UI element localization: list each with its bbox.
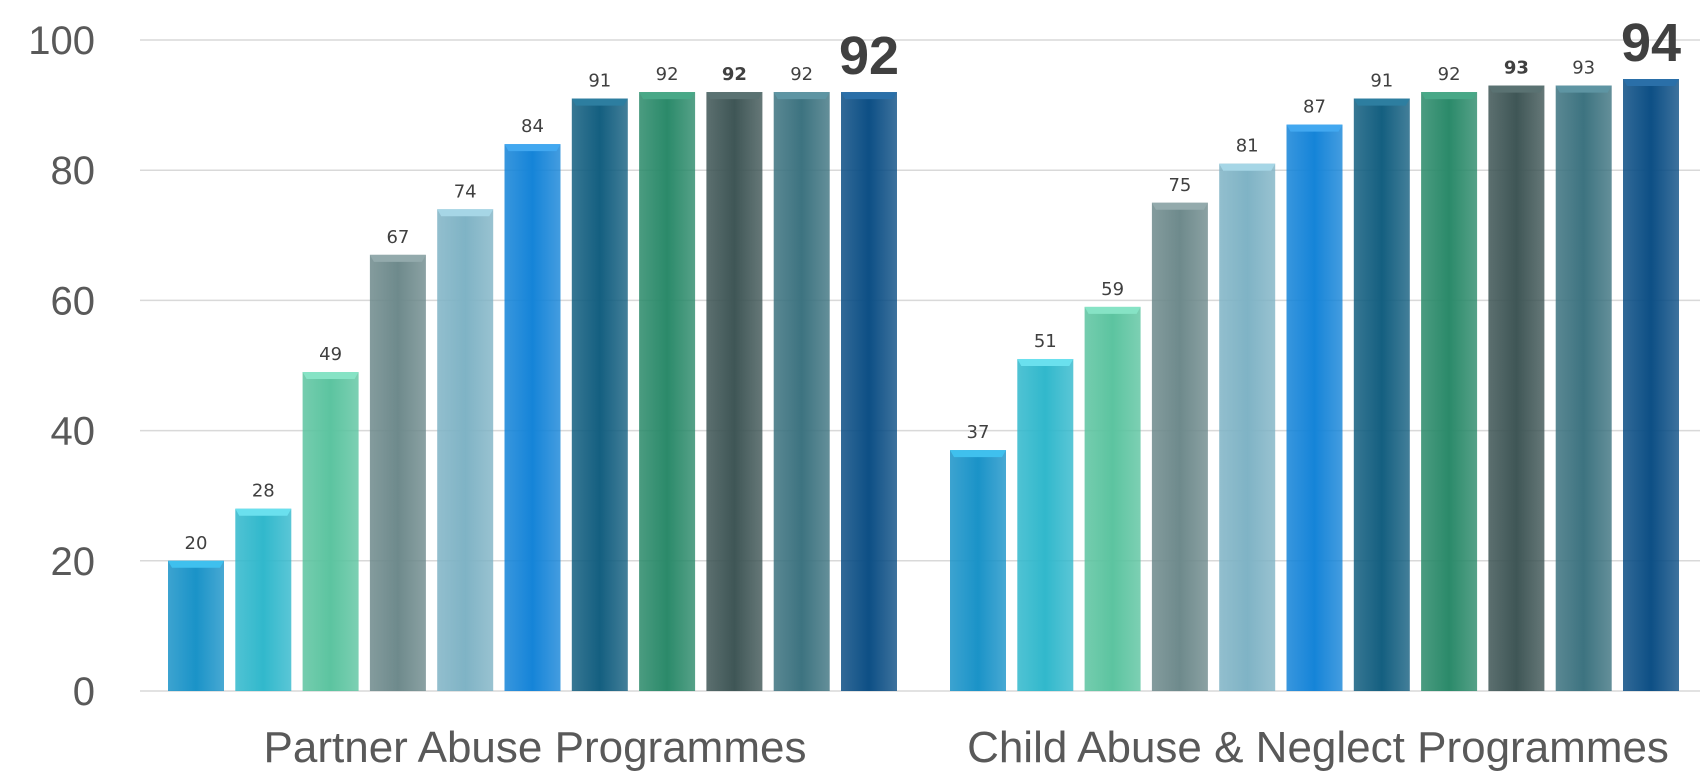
data-label: 91 xyxy=(1370,71,1393,92)
bar xyxy=(773,92,830,691)
bar-top-bevel xyxy=(706,92,763,100)
data-label: 20 xyxy=(185,533,208,554)
y-tick-label: 60 xyxy=(51,279,96,323)
bar-top-bevel xyxy=(1623,79,1679,87)
bar-top-bevel xyxy=(950,450,1006,458)
data-label: 92 xyxy=(1438,64,1461,85)
bar-top-bevel xyxy=(571,98,628,106)
bar-top-bevel xyxy=(1421,92,1478,100)
bar-top-bevel xyxy=(437,209,494,217)
bar xyxy=(1353,98,1410,692)
data-label: 81 xyxy=(1236,136,1259,157)
bar-top-bevel xyxy=(235,508,292,516)
bar xyxy=(706,92,763,691)
data-label: 87 xyxy=(1303,97,1326,118)
bar xyxy=(571,98,628,692)
data-label: 49 xyxy=(319,344,342,365)
bar xyxy=(302,372,359,691)
data-label: 28 xyxy=(252,481,275,502)
y-tick-label: 20 xyxy=(51,540,96,584)
bars xyxy=(168,79,1679,692)
bar xyxy=(369,254,426,691)
data-label: 92 xyxy=(722,64,747,85)
bar-top-bevel xyxy=(168,560,224,568)
bar xyxy=(950,450,1006,691)
bar xyxy=(841,92,897,691)
y-tick-label: 100 xyxy=(28,19,95,63)
bar-top-bevel xyxy=(841,92,897,100)
category-labels: Partner Abuse Programmes Child Abuse & Ne… xyxy=(264,723,1669,772)
bar-top-bevel xyxy=(1488,85,1545,93)
bar xyxy=(168,560,224,691)
bar xyxy=(1421,92,1478,691)
y-tick-label: 0 xyxy=(73,670,95,714)
bar xyxy=(1555,85,1612,691)
bar-top-bevel xyxy=(773,92,830,100)
bar xyxy=(1488,85,1545,691)
data-label: 51 xyxy=(1034,331,1057,352)
y-tick-label: 80 xyxy=(51,149,96,193)
data-label: 92 xyxy=(839,26,899,86)
data-label: 84 xyxy=(521,116,544,137)
y-axis-ticks: 0 20 40 60 80 100 xyxy=(28,19,95,714)
category-label: Partner Abuse Programmes xyxy=(264,723,807,772)
bar-top-bevel xyxy=(1286,124,1343,132)
bar-top-bevel xyxy=(1219,163,1276,171)
bar-top-bevel xyxy=(1017,358,1074,366)
bar xyxy=(1151,202,1208,691)
data-label: 74 xyxy=(454,181,477,202)
data-label: 91 xyxy=(588,71,611,92)
bar-top-bevel xyxy=(504,144,561,152)
bar-top-bevel xyxy=(1555,85,1612,93)
data-label: 93 xyxy=(1572,58,1595,79)
category-label: Child Abuse & Neglect Programmes xyxy=(967,723,1669,772)
bar-top-bevel xyxy=(1151,202,1208,210)
bar xyxy=(1286,124,1343,691)
bar xyxy=(1219,163,1276,691)
data-label: 37 xyxy=(967,422,990,443)
data-label: 75 xyxy=(1168,175,1191,196)
bar-top-bevel xyxy=(302,372,359,380)
bar xyxy=(1084,306,1141,691)
y-tick-label: 40 xyxy=(51,410,96,454)
bar-top-bevel xyxy=(369,254,426,262)
data-labels: 20 28 49 67 74 84 91 92 92 92 92 37 51 59 75 81 87 91 92 93… xyxy=(185,13,1681,554)
data-label: 67 xyxy=(386,227,409,248)
data-label: 92 xyxy=(656,64,679,85)
bar-top-bevel xyxy=(1084,306,1141,314)
bar xyxy=(504,144,561,691)
bar xyxy=(437,209,494,691)
bar-top-bevel xyxy=(1353,98,1410,106)
bar xyxy=(235,508,292,691)
data-label: 59 xyxy=(1101,279,1124,300)
bar xyxy=(1017,358,1074,691)
bar xyxy=(1623,79,1679,691)
bar xyxy=(639,92,696,691)
data-label: 93 xyxy=(1504,58,1529,79)
data-label: 94 xyxy=(1621,13,1681,73)
data-label: 92 xyxy=(790,64,813,85)
bar-top-bevel xyxy=(639,92,696,100)
